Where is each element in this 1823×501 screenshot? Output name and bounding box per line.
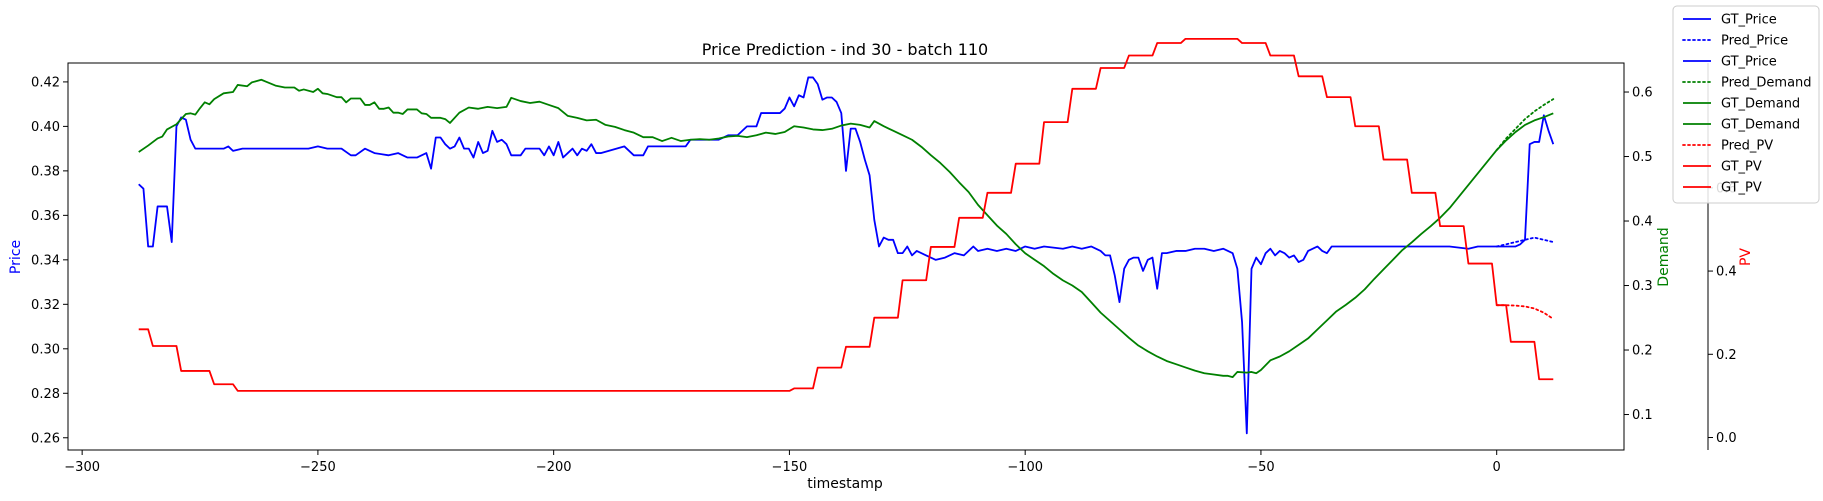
pv-axis-label: PV <box>1738 248 1754 266</box>
price-tick-label: 0.38 <box>31 164 60 179</box>
price-tick-label: 0.28 <box>31 387 60 402</box>
series-line-pred-price <box>1495 236 1555 248</box>
pv-tick-label: 0.2 <box>1716 348 1737 363</box>
demand-tick-label: 0.5 <box>1632 150 1653 165</box>
chart-title: Price Prediction - ind 30 - batch 110 <box>702 40 988 59</box>
series-line-pred-pv <box>1495 304 1555 320</box>
legend-label: GT_Price <box>1721 55 1777 70</box>
legend-label: GT_Demand <box>1721 118 1800 133</box>
demand-tick-label: 0.2 <box>1632 344 1653 359</box>
price-tick-label: 0.40 <box>31 120 60 135</box>
demand-axis-label: Demand <box>1656 227 1672 286</box>
series-line-gt-demand <box>138 78 1554 379</box>
demand-tick-label: 0.6 <box>1632 86 1653 101</box>
x-tick-label: −50 <box>1247 460 1274 475</box>
plot-border <box>67 62 1625 451</box>
x-axis: −300 −250 −200 −150 −100 −50 0 <box>64 450 1501 475</box>
legend: GT_Price Pred_Price GT_Price Pred_Demand GT_… <box>1672 5 1820 204</box>
legend-label: GT_Demand <box>1721 97 1800 112</box>
price-axis: 0.26 0.28 0.30 0.32 0.34 0.36 0.38 0.40 0.42 <box>31 75 68 446</box>
price-tick-label: 0.36 <box>31 209 60 224</box>
price-tick-label: 0.30 <box>31 342 60 357</box>
price-tick-label: 0.32 <box>31 298 60 313</box>
x-tick-label: −250 <box>300 460 336 475</box>
legend-label: GT_Price <box>1721 13 1777 28</box>
series-line-pred-demand <box>1495 98 1555 151</box>
plot-frame <box>67 62 1625 451</box>
price-axis-label: Price <box>8 240 24 274</box>
price-tick-label: 0.42 <box>31 75 60 90</box>
legend-box <box>1672 5 1820 204</box>
series-line-gt-pv <box>138 37 1498 392</box>
x-tick-label: −200 <box>536 460 572 475</box>
x-tick-label: −150 <box>772 460 808 475</box>
demand-tick-label: 0.1 <box>1632 408 1653 423</box>
x-tick-label: 0 <box>1493 460 1501 475</box>
demand-tick-label: 0.3 <box>1632 279 1653 294</box>
series-layer <box>138 37 1555 435</box>
price-tick-label: 0.26 <box>31 431 60 446</box>
series-line-gt-price <box>138 76 1555 435</box>
x-tick-label: −300 <box>64 460 100 475</box>
x-axis-label: timestamp <box>807 476 883 492</box>
pv-tick-label: 0.0 <box>1716 431 1737 446</box>
price-tick-label: 0.34 <box>31 253 60 268</box>
demand-axis: 0.1 0.2 0.3 0.4 0.5 0.6 <box>1624 86 1653 423</box>
demand-tick-label: 0.4 <box>1632 215 1653 230</box>
legend-label: Pred_Demand <box>1721 76 1812 91</box>
series-line-gt-pv <box>1496 304 1554 381</box>
pv-tick-label: 0.4 <box>1716 265 1737 280</box>
legend-label: GT_PV <box>1721 181 1762 196</box>
x-tick-label: −100 <box>1007 460 1043 475</box>
legend-label: Pred_PV <box>1721 139 1773 154</box>
legend-label: Pred_Price <box>1721 34 1788 49</box>
legend-label: GT_PV <box>1721 160 1762 175</box>
